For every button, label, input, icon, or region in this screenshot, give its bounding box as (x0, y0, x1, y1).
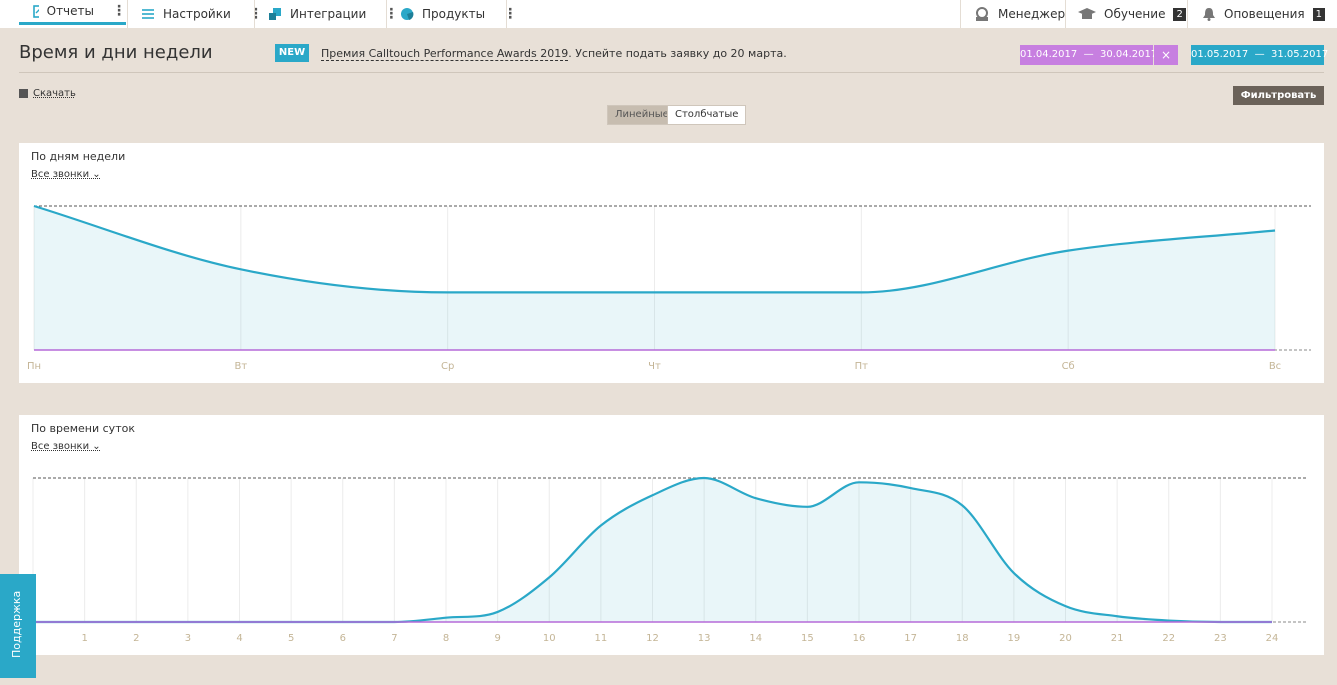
nav-reports[interactable]: Отчеты ⋮ (19, 0, 126, 25)
chart-filter[interactable]: Все звонки ⌄ (31, 441, 101, 452)
x-tick-label: 18 (956, 633, 969, 644)
menu-dots[interactable]: ⋮ (112, 3, 126, 19)
icon (401, 8, 414, 20)
nav-label: Обучение (1104, 7, 1166, 21)
nav-label: Настройки (163, 7, 231, 21)
x-tick-label: 22 (1162, 633, 1175, 644)
badge: 1 (1312, 7, 1326, 21)
nav-integrations[interactable]: Интеграции ⋮ (268, 0, 398, 28)
close-compare[interactable]: × (1154, 45, 1178, 65)
icon (976, 7, 988, 21)
compare-period[interactable]: 01.04.2017 — 30.04.2017 (1020, 45, 1157, 65)
x-tick-label: 24 (1266, 633, 1279, 644)
x-tick-label: 10 (543, 633, 556, 644)
x-tick-label: Вт (234, 361, 247, 372)
x-tick-label: 4 (236, 633, 242, 644)
x-tick-label: 15 (801, 633, 814, 644)
x-tick-label: 23 (1214, 633, 1227, 644)
x-tick-label: 1 (81, 633, 87, 644)
badge: 2 (1173, 7, 1186, 21)
x-tick-label: 7 (391, 633, 397, 644)
main-period[interactable]: 01.05.2017 — 31.05.2017 (1191, 45, 1328, 65)
filter-label: Все звонки (31, 441, 90, 452)
filter-label: Все звонки (31, 169, 90, 180)
x-tick-label: Пт (855, 361, 869, 372)
chart: Пн Вт Ср Чт Пт Сб Вс (27, 204, 1311, 372)
page-title: Время и дни недели (19, 42, 213, 63)
nav-settings[interactable]: Настройки ⋮ (141, 0, 263, 28)
menu-dots[interactable]: ⋮ (384, 6, 399, 22)
icon (269, 8, 281, 20)
icon (1078, 8, 1096, 19)
top-nav: Отчеты ⋮ Настройки ⋮ Интеграции ⋮ Продукты ⋮… (0, 0, 1337, 28)
announcement-text: . Успейте подать заявку до 20 марта. (568, 47, 787, 60)
x-tick-label: 5 (288, 633, 294, 644)
nav-manager[interactable]: Менеджер (974, 0, 1065, 28)
menu-dots[interactable]: ⋮ (248, 6, 263, 22)
x-tick-label: 9 (494, 633, 500, 644)
icon (33, 5, 39, 18)
x-tick-label: Пн (27, 361, 41, 372)
nav-label: Отчеты (46, 4, 94, 18)
series-line (33, 204, 1276, 294)
x-tick-label: 20 (1059, 633, 1072, 644)
x-tick-label: 8 (443, 633, 449, 644)
download-icon (19, 89, 28, 98)
area (33, 478, 1272, 622)
x-tick-label: Ср (441, 361, 454, 372)
nav-label: Оповещения (1224, 7, 1305, 21)
view-bar[interactable]: Столбчатые (667, 105, 747, 125)
filter-button[interactable]: Фильтровать (1233, 86, 1324, 105)
x-tick-label: 19 (1008, 633, 1021, 644)
x-tick-label: 21 (1111, 633, 1124, 644)
divider (19, 72, 1324, 73)
nav-label: Продукты (422, 7, 486, 21)
x-tick-label: 16 (853, 633, 866, 644)
support-label: Поддержка (10, 590, 23, 658)
new-badge: NEW (275, 44, 309, 62)
nav-notifications[interactable]: Оповещения 1 (1202, 0, 1326, 28)
x-tick-label: 13 (698, 633, 711, 644)
chart: 0123456789101112131415161718192021222324 (30, 476, 1308, 644)
nav-label: Интеграции (290, 7, 367, 21)
area (34, 206, 1275, 350)
icon (1203, 8, 1215, 21)
x-tick-label: Вс (1269, 361, 1281, 372)
x-tick-label: 17 (904, 633, 917, 644)
announcement-link[interactable]: Премия Calltouch Performance Awards 2019 (321, 47, 569, 61)
nav-label: Менеджер (998, 7, 1066, 21)
icon (142, 9, 154, 19)
x-tick-label: 11 (595, 633, 608, 644)
chart-title: По дням недели (31, 150, 126, 163)
download-link[interactable]: Скачать (33, 88, 76, 99)
x-tick-label: 6 (340, 633, 346, 644)
x-tick-label: 14 (749, 633, 762, 644)
x-tick-label: 3 (185, 633, 191, 644)
x-tick-label: 2 (133, 633, 139, 644)
x-tick-label: 12 (646, 633, 659, 644)
chart-title: По времени суток (31, 422, 135, 435)
support-tab[interactable]: Поддержка (0, 574, 36, 678)
chart-panel: 0123456789101112131415161718192021222324… (19, 415, 1324, 655)
nav-products[interactable]: Продукты ⋮ (400, 0, 517, 28)
nav-learning[interactable]: Обучение 2 (1078, 0, 1186, 28)
x-tick-label: Чт (648, 361, 661, 372)
chart-panel: Пн Вт Ср Чт Пт Сб Вс По дням недели Все звонки… (19, 143, 1324, 383)
announcement: Премия Calltouch Performance Awards 2019… (321, 47, 787, 61)
x-tick-label: Сб (1062, 361, 1075, 372)
chart-filter[interactable]: Все звонки ⌄ (31, 169, 101, 180)
